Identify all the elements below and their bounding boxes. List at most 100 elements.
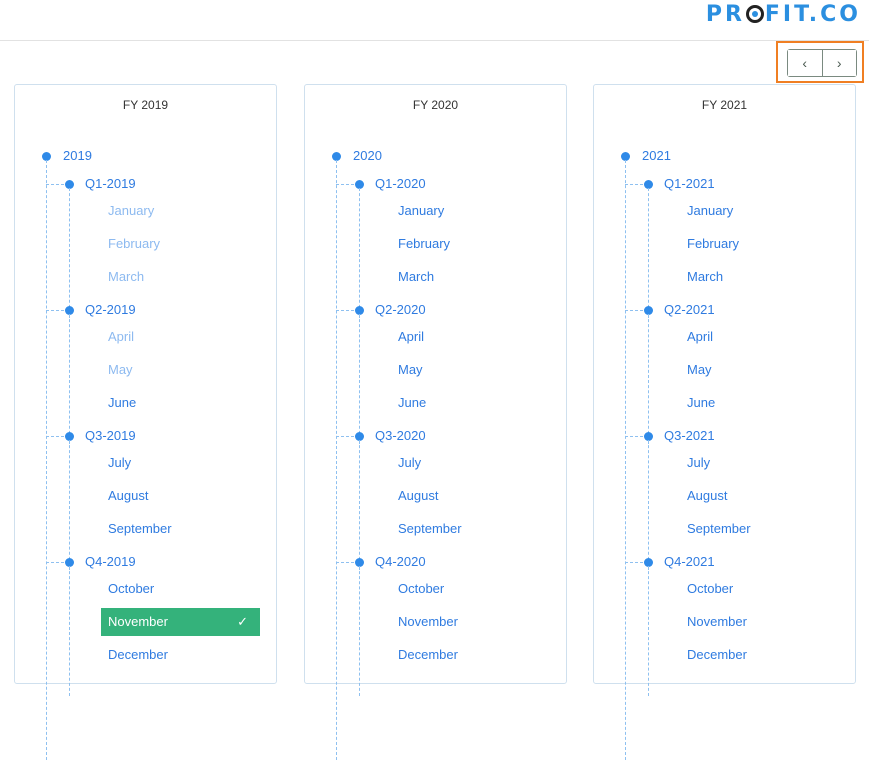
month-item[interactable]: November	[398, 614, 458, 629]
year-dot-icon	[42, 152, 51, 161]
month-item[interactable]: June	[398, 395, 427, 410]
quarter-item[interactable]: Q1-2020	[375, 176, 426, 191]
month-item[interactable]: August	[398, 488, 439, 503]
month-item[interactable]: January	[398, 203, 445, 218]
quarter-connector-line	[46, 436, 69, 437]
month-item[interactable]: April	[687, 329, 714, 344]
month-item[interactable]: May	[398, 362, 423, 377]
month-item[interactable]: October	[108, 581, 155, 596]
quarter-connector-line	[336, 436, 359, 437]
quarter-dot-icon	[644, 432, 653, 441]
quarter-connector-line	[625, 310, 648, 311]
month-label: November	[108, 614, 168, 629]
month-item[interactable]: August	[108, 488, 149, 503]
quarter-dot-icon	[65, 306, 74, 315]
month-item[interactable]: February	[398, 236, 451, 251]
quarter-connector-line	[336, 310, 359, 311]
quarter-dot-icon	[355, 558, 364, 567]
quarter-item[interactable]: Q1-2021	[664, 176, 715, 191]
quarter-line	[359, 188, 360, 318]
fy-card: FY 2021 2021 Q1-2021 January February March Q2…	[593, 84, 856, 760]
year-item[interactable]: 2019	[63, 148, 92, 163]
month-item: February	[108, 236, 161, 251]
prev-button[interactable]: ‹	[788, 50, 822, 76]
year-item[interactable]: 2021	[642, 148, 671, 163]
year-item[interactable]: 2020	[353, 148, 382, 163]
year-dot-icon	[332, 152, 341, 161]
quarter-line	[69, 188, 70, 318]
quarter-line	[648, 440, 649, 570]
month-item: March	[108, 269, 145, 284]
month-item[interactable]: September	[108, 521, 172, 536]
month-item[interactable]: February	[687, 236, 740, 251]
month-item[interactable]: August	[687, 488, 728, 503]
quarter-dot-icon	[644, 180, 653, 189]
quarter-line	[359, 440, 360, 570]
quarter-line	[359, 566, 360, 696]
month-item[interactable]: March	[687, 269, 724, 284]
month-item[interactable]: December	[687, 647, 747, 662]
quarter-item[interactable]: Q2-2021	[664, 302, 715, 317]
month-item[interactable]: October	[398, 581, 445, 596]
next-button[interactable]: ›	[821, 50, 856, 76]
month-item[interactable]: March	[398, 269, 435, 284]
month-item[interactable]: December	[398, 647, 458, 662]
month-item[interactable]: January	[687, 203, 734, 218]
month-item: January	[108, 203, 155, 218]
fy-card: FY 2020 2020 Q1-2020 January February March Q2…	[304, 84, 567, 760]
month-item[interactable]: September	[398, 521, 462, 536]
header-divider	[0, 40, 869, 41]
quarter-item[interactable]: Q3-2019	[85, 428, 136, 443]
quarter-connector-line	[625, 436, 648, 437]
quarter-connector-line	[336, 184, 359, 185]
quarter-dot-icon	[355, 306, 364, 315]
pager: ‹ ›	[787, 49, 857, 77]
quarter-line	[69, 566, 70, 696]
quarter-line	[648, 566, 649, 696]
quarter-dot-icon	[644, 306, 653, 315]
card-title: FY 2020	[412, 98, 459, 112]
quarter-line	[359, 314, 360, 444]
quarter-connector-line	[625, 562, 648, 563]
month-item[interactable]: July	[687, 455, 711, 470]
quarter-item[interactable]: Q4-2019	[85, 554, 136, 569]
checkmark-icon: ✓	[237, 614, 248, 629]
month-item[interactable]: May	[687, 362, 712, 377]
quarter-dot-icon	[644, 558, 653, 567]
month-item[interactable]: December	[108, 647, 168, 662]
quarter-line	[69, 440, 70, 570]
quarter-dot-icon	[65, 180, 74, 189]
year-connector-line	[625, 160, 626, 760]
month-item: May	[108, 362, 133, 377]
month-item[interactable]: June	[687, 395, 716, 410]
month-item[interactable]: November	[687, 614, 747, 629]
quarter-connector-line	[46, 562, 69, 563]
year-connector-line	[336, 160, 337, 760]
fy-card: FY 2019 2019 Q1-2019 January February March Q2…	[14, 84, 277, 760]
quarter-connector-line	[336, 562, 359, 563]
quarter-dot-icon	[65, 432, 74, 441]
quarter-item[interactable]: Q4-2020	[375, 554, 426, 569]
month-item[interactable]: July	[398, 455, 422, 470]
month-item[interactable]: June	[108, 395, 137, 410]
month-item[interactable]: April	[398, 329, 425, 344]
quarter-dot-icon	[65, 558, 74, 567]
quarter-connector-line	[46, 310, 69, 311]
month-item[interactable]: September	[687, 521, 751, 536]
month-item[interactable]: July	[108, 455, 132, 470]
month-item[interactable]: October	[687, 581, 734, 596]
quarter-line	[69, 314, 70, 444]
quarter-item[interactable]: Q2-2020	[375, 302, 426, 317]
quarter-item[interactable]: Q3-2021	[664, 428, 715, 443]
profitco-logo: PR FIT.CO	[705, 2, 861, 27]
card-title: FY 2019	[122, 98, 169, 112]
month-item-selected[interactable]: November ✓	[101, 608, 260, 636]
quarter-item[interactable]: Q2-2019	[85, 302, 136, 317]
quarter-dot-icon	[355, 432, 364, 441]
quarter-item[interactable]: Q1-2019	[85, 176, 136, 191]
quarter-item[interactable]: Q3-2020	[375, 428, 426, 443]
quarter-item[interactable]: Q4-2021	[664, 554, 715, 569]
quarter-line	[648, 314, 649, 444]
quarter-connector-line	[625, 184, 648, 185]
quarter-connector-line	[46, 184, 69, 185]
